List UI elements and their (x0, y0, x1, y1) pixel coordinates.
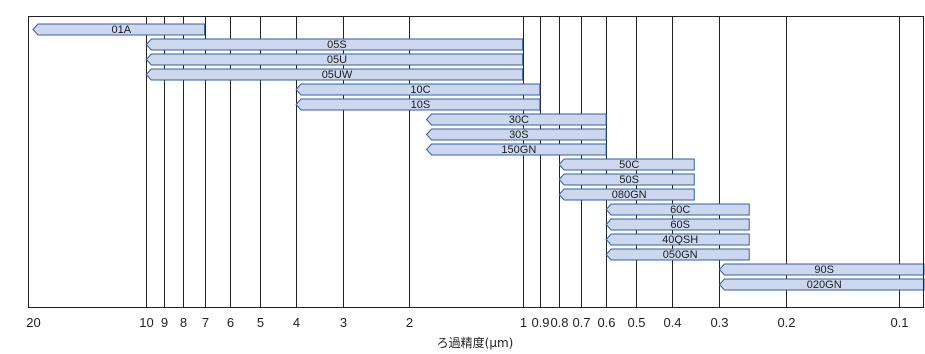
bar-shape (605, 233, 750, 246)
bar-label: 10C (410, 84, 430, 96)
range-bar: 080GN (558, 188, 695, 201)
bar-shape (558, 188, 695, 201)
range-bar: 60S (605, 218, 750, 231)
bar-shape (32, 23, 206, 36)
x-tick-label: 0.5 (627, 315, 645, 330)
range-bar: 40QSH (605, 233, 750, 246)
x-tick-label: 10 (139, 315, 153, 330)
bar-shape (145, 38, 524, 51)
bar-label: 080GN (612, 189, 647, 201)
x-tick-label: 0.6 (597, 315, 615, 330)
bar-label: 05U (327, 54, 347, 66)
bar-shape (605, 203, 750, 216)
range-bar: 90S (718, 263, 925, 276)
bar-label: 40QSH (662, 234, 698, 246)
bar-shape (295, 83, 541, 96)
range-bar: 50C (558, 158, 695, 171)
x-axis-label: ろ過精度(μm) (437, 335, 514, 350)
x-tick-label: 3 (340, 315, 347, 330)
x-tick-label: 0.2 (777, 315, 795, 330)
bar-label: 05S (327, 39, 347, 51)
bar-label: 10S (411, 99, 431, 111)
range-bar: 05UW (145, 68, 524, 81)
bar-shape (425, 143, 607, 156)
bar-shape (425, 113, 607, 126)
bar-shape (558, 158, 695, 171)
x-tick-label: 1 (520, 315, 527, 330)
bar-label: 30S (509, 129, 529, 141)
bar-label: 050GN (663, 249, 698, 261)
range-bar: 10S (295, 98, 541, 111)
x-tick-label: 6 (227, 315, 234, 330)
range-bar: 30C (425, 113, 607, 126)
bar-shape (605, 248, 750, 261)
bar-label: 150GN (501, 144, 536, 156)
x-tick-label: 7 (202, 315, 209, 330)
bar-shape (145, 68, 524, 81)
range-bar: 30S (425, 128, 607, 141)
x-tick-label: 0.3 (710, 315, 728, 330)
plot-frame (28, 16, 924, 308)
x-tick-label: 0.1 (890, 315, 908, 330)
range-bar: 050GN (605, 248, 750, 261)
bar-shape (425, 128, 607, 141)
bar-shape (145, 53, 524, 66)
range-bar: 150GN (425, 143, 607, 156)
bar-label: 50C (619, 159, 639, 171)
x-axis-ticks: 20 10 9 8 7 6 5 4 3 2 1 0.9 0.8 0.7 0.6 0.5 0.4 0.3 0.2 0.1 (26, 315, 908, 330)
bar-shape (295, 98, 541, 111)
range-bar: 020GN (718, 278, 925, 291)
x-tick-label: 5 (257, 315, 264, 330)
bar-label: 60C (670, 204, 690, 216)
range-bar: 50S (558, 173, 695, 186)
range-bar: 05S (145, 38, 524, 51)
x-tick-label: 9 (161, 315, 168, 330)
x-tick-label: 20 (26, 315, 40, 330)
bar-label: 50S (619, 174, 639, 186)
bar-label: 90S (814, 264, 834, 276)
range-bar: 10C (295, 83, 541, 96)
bar-label: 05UW (322, 69, 353, 81)
range-bar: 05U (145, 53, 524, 66)
bar-shape (605, 218, 750, 231)
bar-label: 01A (112, 24, 132, 36)
x-tick-label: 0.8 (550, 315, 568, 330)
x-tick-label: 2 (406, 315, 413, 330)
x-tick-label: 0.7 (572, 315, 590, 330)
x-tick-label: 0.9 (531, 315, 549, 330)
x-tick-label: 8 (180, 315, 187, 330)
range-bar: 60C (605, 203, 750, 216)
range-bar: 01A (32, 23, 206, 36)
bar-label: 60S (670, 219, 690, 231)
x-tick-label: 4 (293, 315, 300, 330)
bar-label: 30C (509, 114, 529, 126)
bar-group: 01A 05S 05U 05UW 10C 10S 30C 30S 150GN 50C 50S 080G… (32, 23, 925, 291)
bar-shape (558, 173, 695, 186)
x-tick-label: 0.4 (663, 315, 681, 330)
bar-label: 020GN (807, 279, 842, 291)
